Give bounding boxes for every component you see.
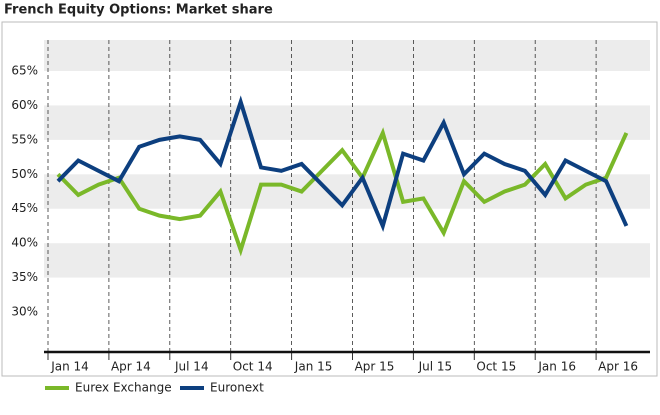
y-tick-label: 30%	[11, 305, 38, 319]
x-tick-label: Jan 14	[50, 360, 89, 374]
x-tick-label: Apr 16	[598, 360, 638, 374]
x-tick-label: Jul 14	[174, 360, 209, 374]
legend-label: Eurex Exchange	[75, 381, 172, 395]
y-tick-label: 60%	[11, 98, 38, 112]
x-tick-label: Jan 16	[537, 360, 576, 374]
series-line	[56, 95, 629, 233]
band	[44, 105, 650, 140]
chart-title: French Equity Options: Market share	[4, 3, 273, 18]
y-tick-label: 35%	[11, 270, 38, 284]
x-tick-label: Oct 15	[476, 360, 516, 374]
band	[44, 243, 650, 278]
y-tick-label: 55%	[11, 132, 38, 146]
y-tick-label: 50%	[11, 167, 38, 181]
x-tick-label: Oct 14	[233, 360, 273, 374]
band	[44, 40, 650, 71]
x-tick-label: Apr 15	[355, 360, 395, 374]
frame	[1, 21, 658, 377]
y-tick-label: 65%	[11, 63, 38, 77]
x-tick-label: Apr 14	[111, 360, 151, 374]
y-tick-label: 45%	[11, 201, 38, 215]
y-tick-label: 40%	[11, 236, 38, 250]
x-tick-label: Jul 15	[418, 360, 453, 374]
legend-label: Euronext	[210, 381, 264, 395]
x-tick-label: Jan 15	[294, 360, 333, 374]
